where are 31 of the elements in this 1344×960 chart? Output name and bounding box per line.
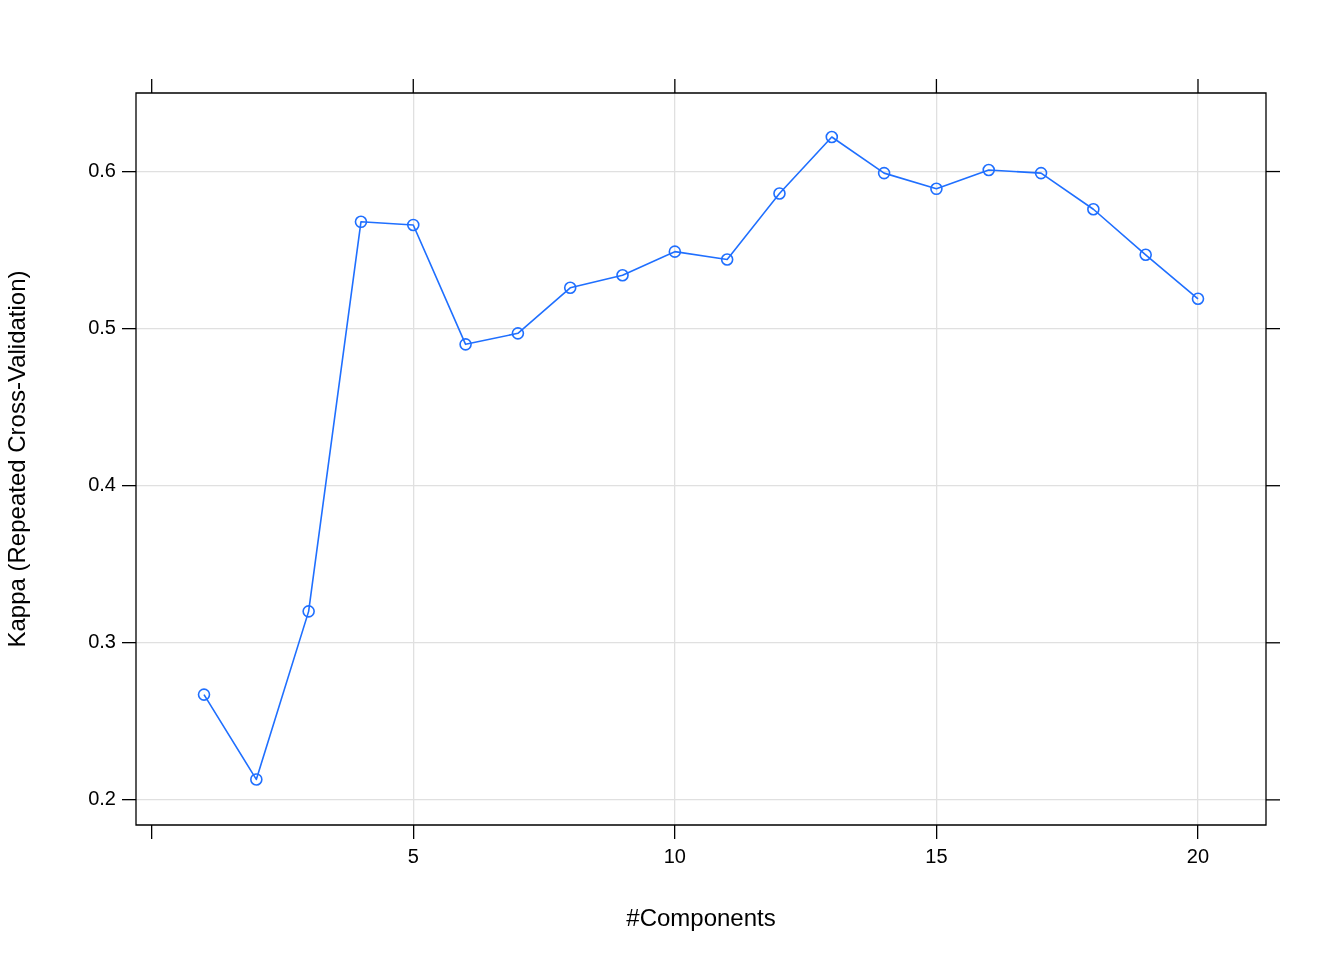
x-tick-label: 20	[1186, 844, 1210, 867]
x-tick-label: 5	[407, 844, 419, 867]
point	[459, 338, 472, 351]
point	[720, 253, 734, 266]
point	[406, 218, 420, 232]
point	[1191, 292, 1205, 306]
point	[1087, 202, 1100, 216]
y-tick-label: 0.5	[88, 316, 116, 339]
y-tick-label: 0.6	[88, 159, 116, 182]
point	[197, 688, 211, 701]
point	[616, 268, 629, 282]
point	[354, 215, 368, 229]
point	[877, 166, 891, 180]
x-tick-label: 10	[663, 844, 686, 867]
x-axis-title: #Components	[626, 904, 776, 932]
point	[511, 327, 525, 340]
point	[825, 130, 839, 144]
point	[250, 773, 263, 786]
point	[1034, 166, 1048, 180]
point	[668, 245, 682, 258]
y-tick-label: 0.2	[88, 787, 116, 810]
point	[302, 605, 315, 618]
point	[1139, 248, 1152, 262]
point	[773, 187, 786, 200]
point	[930, 182, 943, 196]
x-tick-label: 15	[925, 844, 948, 867]
point	[563, 281, 577, 295]
point	[982, 163, 996, 177]
y-tick-label: 0.4	[88, 473, 116, 496]
y-axis-title: Kappa (Repeated Cross-Validation)	[3, 270, 31, 648]
y-tick-label: 0.3	[88, 630, 116, 653]
